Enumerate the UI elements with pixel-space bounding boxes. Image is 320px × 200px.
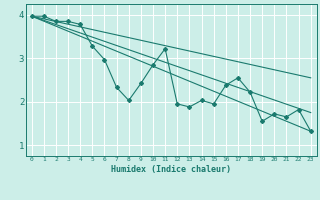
X-axis label: Humidex (Indice chaleur): Humidex (Indice chaleur) xyxy=(111,165,231,174)
